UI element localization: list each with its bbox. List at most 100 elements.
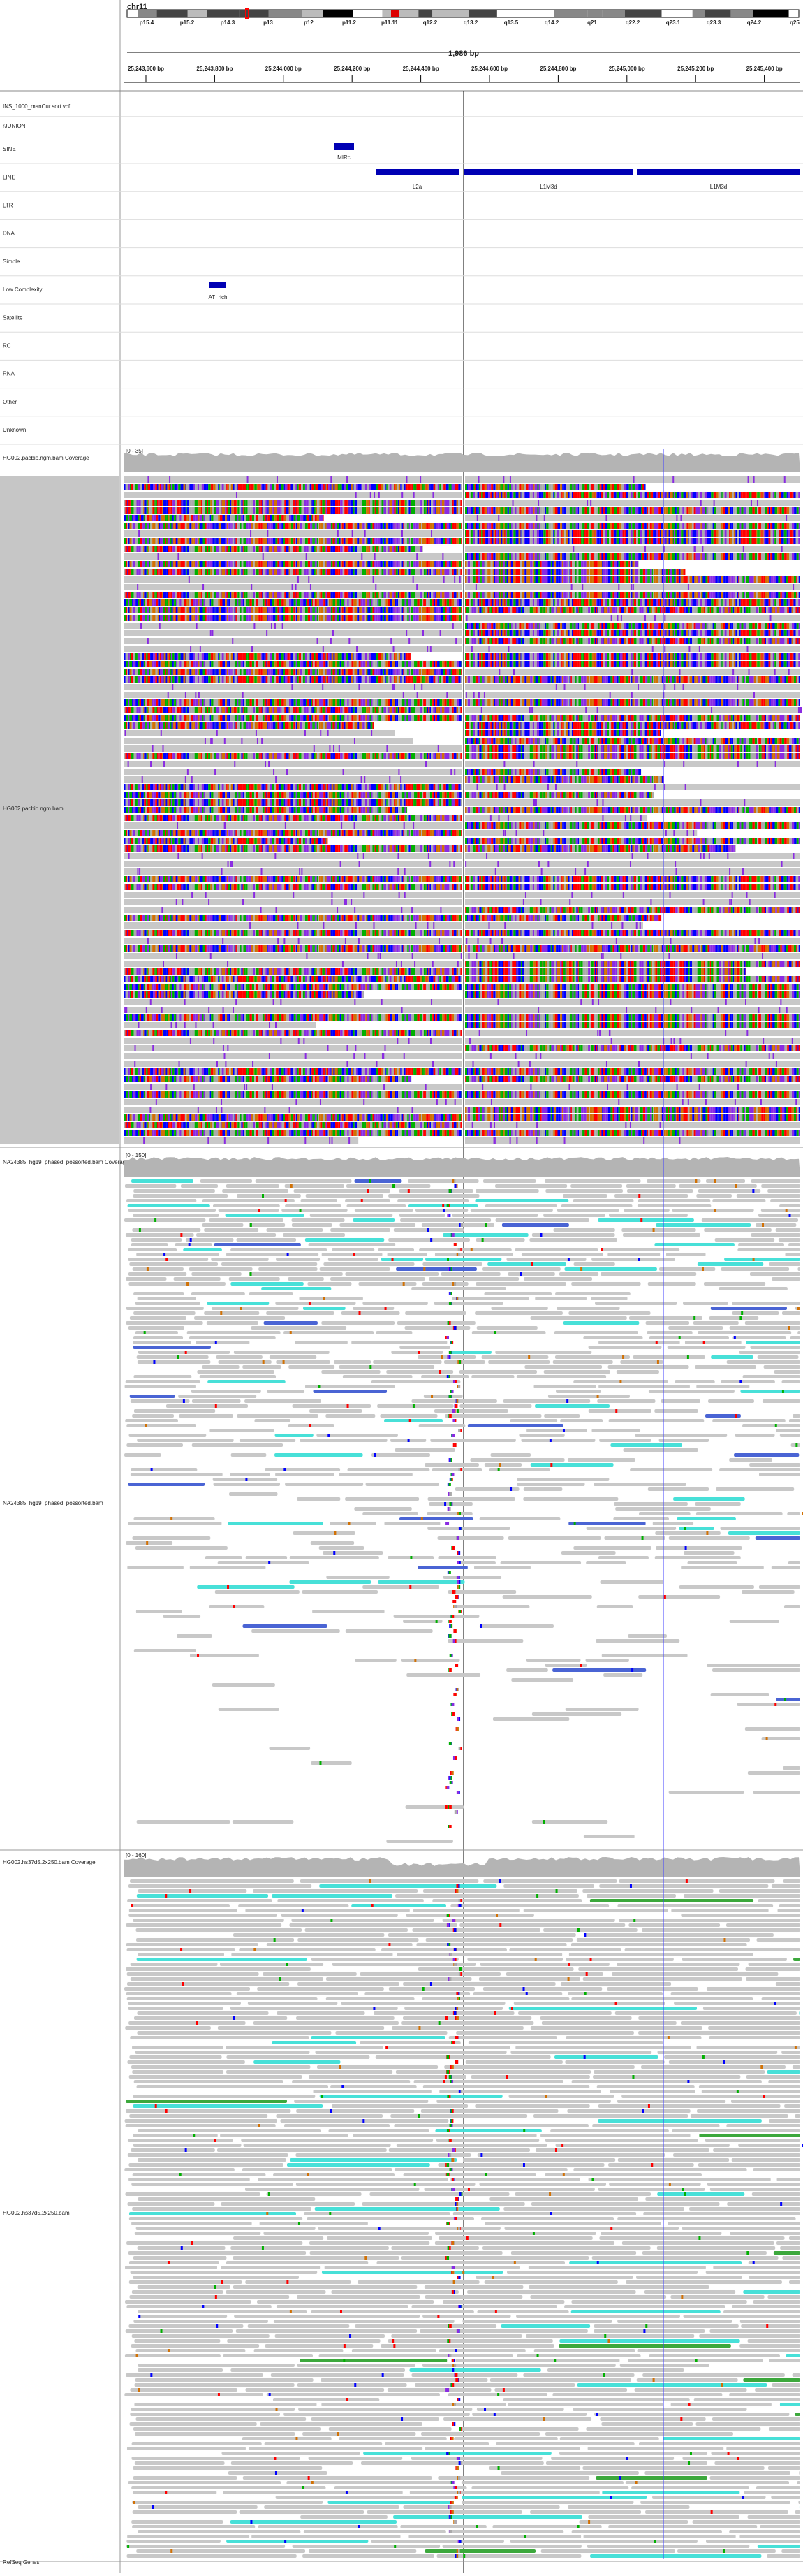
read: [434, 1409, 508, 1413]
read: [189, 1654, 259, 1657]
read: [753, 2168, 800, 2171]
read: [439, 2236, 593, 2240]
read: [124, 699, 462, 706]
mismatch: [725, 999, 727, 1005]
mismatch: [635, 2481, 638, 2484]
mismatch: [420, 476, 422, 483]
mismatch: [543, 830, 545, 836]
read: [767, 1189, 800, 1193]
mismatch: [714, 1209, 716, 1212]
read: [131, 2065, 311, 2069]
read: [559, 2437, 659, 2440]
mismatch: [504, 830, 506, 836]
read: [712, 1668, 800, 1672]
read: [547, 2368, 684, 2372]
read: [455, 1605, 530, 1608]
read: [797, 1331, 800, 1334]
read: [465, 1122, 800, 1128]
read: [565, 1708, 639, 1711]
mismatch: [568, 1963, 571, 1966]
read: [131, 2442, 262, 2445]
mismatch: [538, 500, 540, 506]
read: [131, 2520, 223, 2524]
mismatch: [313, 745, 315, 752]
read: [681, 1914, 800, 1917]
read: [596, 1605, 633, 1608]
read: [540, 2134, 691, 2137]
read: [479, 1517, 561, 1520]
mismatch: [252, 1061, 254, 1067]
read: [591, 1258, 676, 1261]
read: [636, 2378, 738, 2382]
mismatch: [448, 2530, 452, 2533]
mismatch: [547, 784, 549, 790]
read: [138, 2129, 321, 2132]
mismatch: [585, 1972, 588, 1976]
mismatch: [458, 2305, 462, 2308]
mismatch: [177, 853, 179, 859]
mismatch: [429, 861, 432, 867]
read: [582, 2466, 765, 2470]
read: [583, 1336, 643, 1339]
mismatch: [363, 892, 365, 898]
read: [422, 1282, 469, 1286]
cytoband-label: q13.2: [464, 20, 478, 26]
mismatch: [431, 530, 433, 537]
read: [452, 2212, 637, 2215]
mismatch: [253, 1948, 256, 1951]
mismatch: [664, 684, 666, 690]
read: [233, 2256, 399, 2260]
read: [124, 1022, 316, 1028]
mismatch: [587, 500, 589, 506]
mismatch: [451, 1712, 455, 1716]
read: [244, 2188, 420, 2191]
read: [729, 1458, 773, 1462]
mismatch: [663, 1595, 666, 1599]
mismatch: [208, 1007, 210, 1013]
read: [658, 1439, 709, 1442]
mismatch: [784, 1698, 787, 1701]
read: [523, 1487, 563, 1491]
read: [420, 2109, 559, 2113]
chromosome: chr11: [127, 3, 147, 11]
mismatch: [381, 1053, 383, 1059]
mismatch: [455, 1664, 459, 1667]
mismatch: [246, 476, 249, 483]
mismatch: [502, 2388, 505, 2392]
mismatch: [322, 684, 324, 690]
read: [391, 2334, 522, 2338]
read: [599, 1884, 769, 1888]
read: [746, 1977, 800, 1981]
read: [614, 1502, 688, 1506]
mismatch: [448, 1742, 452, 1745]
cyto-band: [788, 10, 798, 17]
read: [719, 1889, 800, 1893]
read: [706, 1987, 800, 1991]
read: [465, 653, 800, 660]
read: [133, 1649, 197, 1652]
read: [482, 2246, 651, 2250]
mismatch: [447, 1483, 451, 1486]
read: [795, 2114, 800, 2118]
read: [272, 1894, 393, 1898]
mismatch: [448, 1620, 452, 1623]
mismatch: [343, 2359, 346, 2362]
mismatch: [281, 623, 283, 629]
read: [721, 1267, 790, 1271]
mismatch: [651, 646, 654, 652]
mismatch: [555, 1889, 558, 1893]
read: [134, 2432, 295, 2436]
read: [222, 1189, 289, 1193]
read: [663, 2437, 800, 2440]
read: [515, 2192, 651, 2196]
read: [465, 561, 639, 567]
read: [307, 1282, 352, 1286]
mismatch: [494, 868, 496, 875]
feature-label: L1M3d: [710, 184, 727, 190]
read: [321, 2271, 503, 2274]
mismatch: [454, 576, 456, 583]
read: [342, 1375, 413, 1378]
mismatch: [330, 1919, 333, 1922]
read: [465, 2060, 563, 2064]
ruler-label: 25,245,000 bp: [609, 66, 645, 72]
